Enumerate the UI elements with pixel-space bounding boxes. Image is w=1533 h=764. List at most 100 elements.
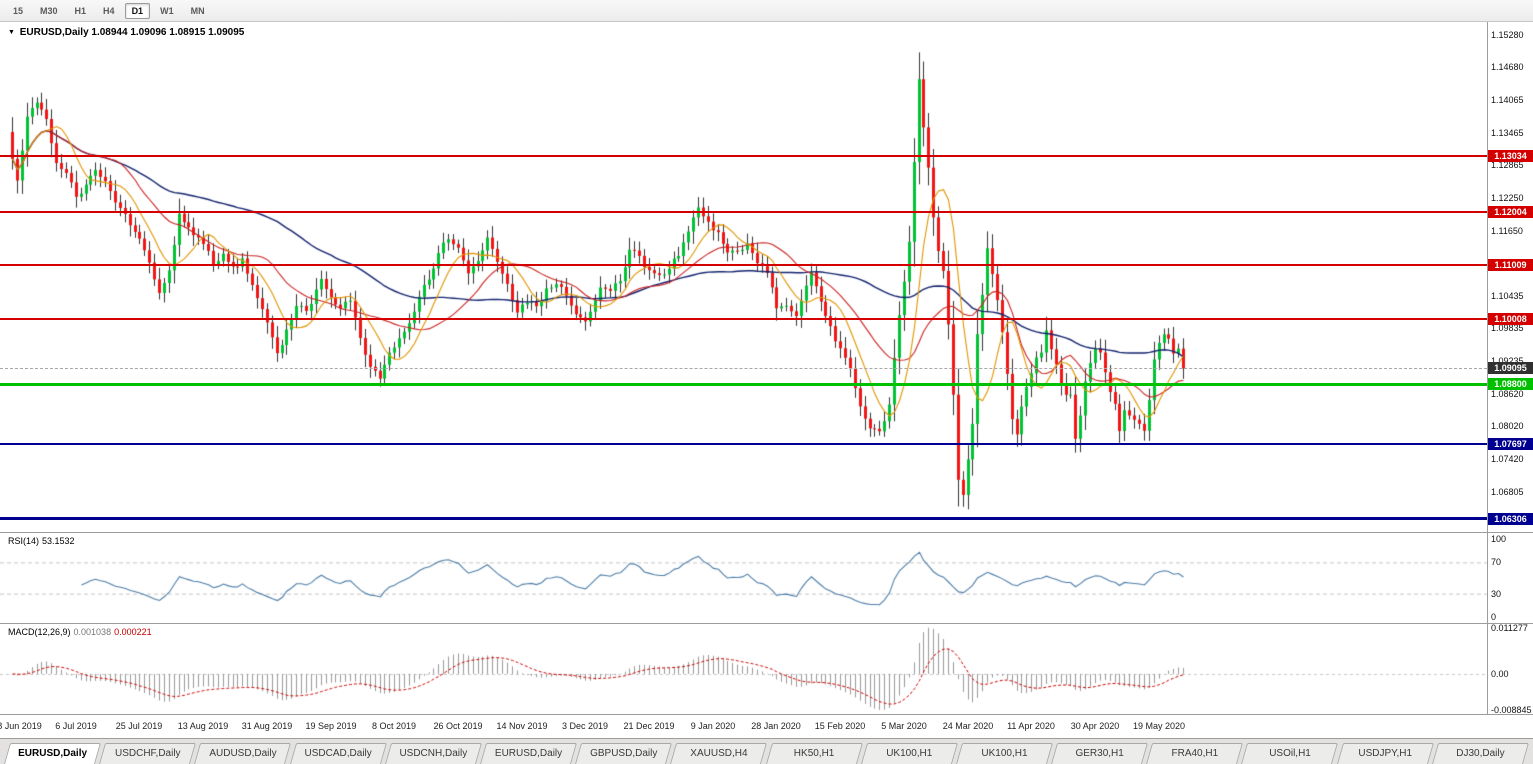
time-axis-label: 11 Apr 2020: [1007, 721, 1055, 731]
axis-label: 30: [1491, 589, 1502, 599]
time-axis[interactable]: 18 Jun 2019 6 Jul 2019 25 Jul 2019 13 Aug 2…: [0, 715, 1533, 738]
time-axis-label: 5 Mar 2020: [881, 721, 927, 731]
chart-tab-xauusd-h4[interactable]: XAUUSD,H4: [670, 743, 768, 764]
tab-label: UK100,H1: [886, 748, 933, 759]
axis-label: 1.13465: [1491, 128, 1524, 138]
axis-label: 0: [1491, 612, 1497, 622]
tab-label: HK50,H1: [793, 748, 835, 759]
price-level-tag: 1.10008: [1488, 313, 1533, 325]
current-price-tag: 1.09095: [1488, 362, 1533, 374]
time-axis-label: 24 Mar 2020: [942, 721, 994, 731]
macd-name: MACD(12,26,9): [8, 627, 71, 637]
time-axis-label: 19 May 2020: [1132, 721, 1186, 731]
chart-tab-dj30-daily[interactable]: DJ30,Daily: [1431, 743, 1530, 764]
macd-indicator-label: MACD(12,26,9) 0.001038 0.000221: [8, 627, 152, 637]
timeframe-button-h1[interactable]: H1: [74, 5, 87, 16]
chart-tab-usdchf-daily[interactable]: USDCHF,Daily: [99, 743, 197, 764]
axis-label: 100: [1491, 534, 1507, 544]
rsi-panel-splitter[interactable]: [0, 532, 1533, 533]
timeframe-toolbar: 15 M30 H1 H4 D1 W1 MN: [0, 0, 1533, 22]
horizontal-level-line[interactable]: [0, 517, 1487, 520]
axis-label: 1.08620: [1491, 389, 1524, 399]
horizontal-level-line[interactable]: [0, 318, 1487, 320]
tab-label: UK100,H1: [981, 748, 1028, 759]
timeframe-button-15[interactable]: 15: [13, 5, 24, 16]
horizontal-level-line[interactable]: [0, 383, 1487, 386]
horizontal-level-line[interactable]: [0, 443, 1487, 445]
time-axis-label: 13 Aug 2019: [177, 721, 229, 731]
axis-label: 1.08020: [1491, 421, 1524, 431]
bid-price-line: [0, 368, 1487, 369]
tab-label: EURUSD,Daily: [18, 748, 88, 759]
axis-label: 1.06805: [1491, 487, 1524, 497]
chart-tab-eurusd-daily[interactable]: EURUSD,Daily: [479, 743, 578, 764]
chart-tab-uk100-h1[interactable]: UK100,H1: [860, 743, 958, 764]
axis-label: 0.011277: [1491, 623, 1528, 633]
price-level-tag: 1.07697: [1488, 438, 1533, 450]
chart-symbol-label: EURUSD,Daily: [19, 27, 89, 38]
tab-label: AUDUSD,Daily: [209, 748, 277, 759]
chart-title: ▼ EURUSD,Daily 1.08944 1.09096 1.08915 1…: [8, 27, 244, 38]
time-axis-label: 28 Jan 2020: [751, 721, 801, 731]
tab-label: FRA40,H1: [1171, 748, 1219, 759]
chart-collapse-icon[interactable]: ▼: [8, 29, 15, 36]
axis-label: -0.008845: [1491, 705, 1532, 715]
time-axis-label: 25 Jul 2019: [115, 721, 163, 731]
price-axis-separator: [1487, 22, 1488, 715]
chart-tab-audusd-daily[interactable]: AUDUSD,Daily: [194, 743, 292, 764]
horizontal-level-line[interactable]: [0, 211, 1487, 213]
axis-label: 1.09835: [1491, 323, 1524, 333]
price-level-tag: 1.08800: [1488, 378, 1533, 390]
chart-tab-hk50-h1[interactable]: HK50,H1: [765, 743, 863, 764]
price-chart-canvas[interactable]: [0, 22, 1487, 532]
rsi-value: 53.1532: [42, 536, 75, 546]
tab-label: DJ30,Daily: [1456, 748, 1505, 759]
axis-label: 1.07420: [1491, 454, 1524, 464]
chart-tab-eurusd-daily[interactable]: EURUSD,Daily: [3, 743, 102, 764]
macd-main-value: 0.001038: [73, 627, 112, 637]
chart-tab-gbpusd-daily[interactable]: GBPUSD,Daily: [575, 743, 673, 764]
time-axis-label: 3 Dec 2019: [561, 721, 609, 731]
chart-tab-uk100-h1[interactable]: UK100,H1: [955, 743, 1054, 764]
chart-tab-usdcnh-daily[interactable]: USDCNH,Daily: [384, 743, 482, 764]
timeframe-button-d1[interactable]: D1: [124, 2, 151, 19]
time-axis-label: 21 Dec 2019: [623, 721, 675, 731]
tab-label: USDCHF,Daily: [115, 748, 181, 759]
chart-tab-usdcad-daily[interactable]: USDCAD,Daily: [289, 743, 387, 764]
tab-label: USDCNH,Daily: [399, 748, 468, 759]
time-axis-label: 9 Jan 2020: [690, 721, 736, 731]
horizontal-level-line[interactable]: [0, 264, 1487, 266]
rsi-panel-canvas[interactable]: [0, 533, 1487, 623]
axis-label: 1.09235: [1491, 356, 1524, 366]
timeframe-button-w1[interactable]: W1: [160, 5, 174, 16]
time-axis-label: 19 Sep 2019: [305, 721, 357, 731]
time-axis-label: 30 Apr 2020: [1070, 721, 1120, 731]
time-axis-label: 15 Feb 2020: [814, 721, 866, 731]
timeframe-button-m30[interactable]: M30: [40, 5, 58, 16]
chart-tab-usdjpy-h1[interactable]: USDJPY,H1: [1336, 743, 1434, 764]
tab-label: GER30,H1: [1075, 748, 1124, 759]
axis-label: 1.10435: [1491, 291, 1524, 301]
horizontal-level-line[interactable]: [0, 155, 1487, 157]
rsi-name: RSI(14): [8, 536, 40, 546]
macd-panel-canvas[interactable]: [0, 624, 1487, 714]
chart-tab-usoil-h1[interactable]: USOil,H1: [1241, 743, 1339, 764]
timeframe-button-mn[interactable]: MN: [190, 5, 205, 16]
tab-label: GBPUSD,Daily: [590, 748, 658, 759]
axis-label: 1.15280: [1491, 30, 1524, 40]
chart-ohlc-values: 1.08944 1.09096 1.08915 1.09095: [91, 27, 245, 38]
axis-label: 0.00: [1491, 669, 1509, 679]
price-level-tag: 1.13034: [1488, 150, 1533, 162]
chart-tabs-bar: EURUSD,Daily USDCHF,Daily AUDUSD,Daily USDC…: [0, 738, 1533, 764]
macd-panel-splitter[interactable]: [0, 623, 1533, 624]
tab-label: EURUSD,Daily: [494, 748, 563, 759]
time-axis-label: 31 Aug 2019: [241, 721, 293, 731]
chart-tab-ger30-h1[interactable]: GER30,H1: [1051, 743, 1149, 764]
time-axis-label: 18 Jun 2019: [0, 721, 42, 731]
chart-tab-fra40-h1[interactable]: FRA40,H1: [1146, 743, 1244, 764]
price-level-tag: 1.12004: [1488, 206, 1533, 218]
timeframe-button-h4[interactable]: H4: [103, 5, 115, 16]
axis-label: 70: [1491, 557, 1502, 567]
axis-label: 1.12865: [1491, 160, 1524, 170]
